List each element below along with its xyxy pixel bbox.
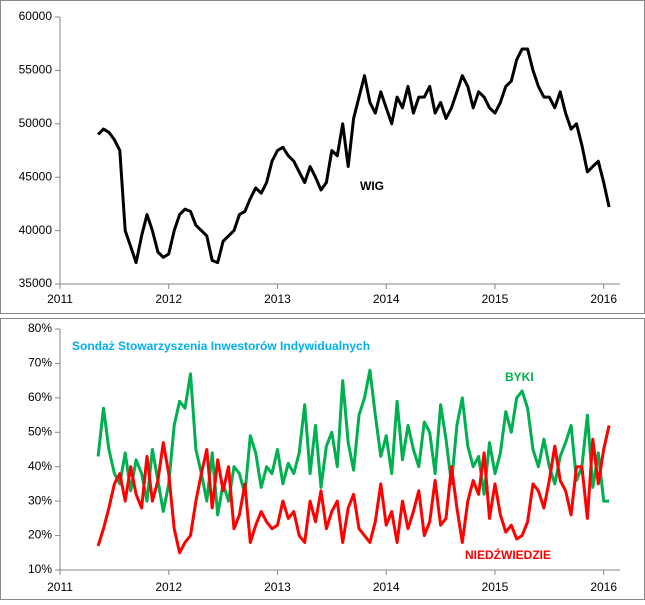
x-tick-label: 2015	[482, 580, 509, 594]
series-label: BYKI	[505, 370, 534, 384]
y-tick-label: 35000	[19, 276, 53, 290]
x-tick-label: 2014	[373, 580, 400, 594]
x-tick-label: 2013	[264, 580, 291, 594]
y-tick-label: 60%	[28, 390, 52, 404]
y-tick-label: 10%	[28, 562, 52, 576]
x-tick-label: 2016	[590, 292, 617, 306]
chart-title: Sondaż Stowarzyszenia Inwestorów Indywid…	[72, 339, 370, 353]
y-tick-label: 70%	[28, 356, 52, 370]
y-tick-label: 50%	[28, 424, 52, 438]
y-tick-label: 45000	[19, 169, 53, 183]
panel-frame	[0, 0, 645, 314]
y-tick-label: 20%	[28, 528, 52, 542]
y-tick-label: 30%	[28, 493, 52, 507]
series-line	[96, 425, 611, 555]
x-tick-label: 2012	[155, 580, 182, 594]
series-line	[97, 47, 611, 265]
series-line	[96, 368, 610, 517]
series-label: NIEDŹWIEDZIE	[465, 547, 551, 562]
y-tick-label: 55000	[19, 63, 53, 77]
y-tick-label: 40%	[28, 459, 52, 473]
y-tick-label: 80%	[28, 321, 52, 335]
x-tick-label: 2011	[47, 580, 73, 594]
x-tick-label: 2016	[590, 580, 617, 594]
x-tick-label: 2013	[264, 292, 291, 306]
y-tick-label: 60000	[19, 9, 53, 23]
y-tick-label: 50000	[19, 116, 53, 130]
x-tick-label: 2011	[47, 292, 73, 306]
y-tick-label: 40000	[19, 223, 53, 237]
x-tick-label: 2012	[155, 292, 182, 306]
chart-label: WIG	[360, 179, 384, 193]
x-tick-label: 2015	[482, 292, 509, 306]
x-tick-label: 2014	[373, 292, 400, 306]
